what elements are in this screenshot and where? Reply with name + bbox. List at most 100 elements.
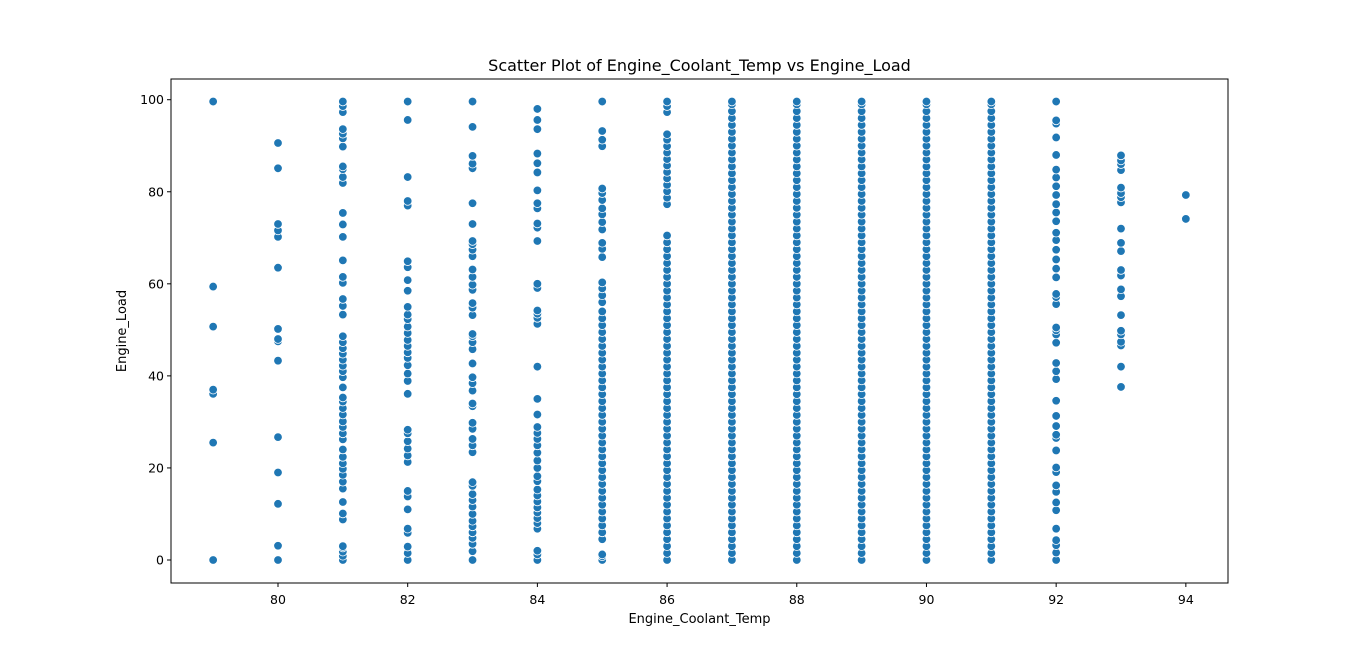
data-point — [402, 96, 413, 107]
data-point — [597, 252, 607, 262]
data-point — [467, 489, 478, 499]
data-point — [402, 286, 413, 296]
data-point — [402, 275, 413, 285]
data-point — [1051, 430, 1061, 440]
data-point — [532, 361, 543, 372]
data-point — [402, 425, 413, 435]
data-point — [467, 555, 478, 565]
data-point — [986, 96, 997, 107]
data-point — [338, 331, 348, 341]
y-axis-label: Engine_Load — [115, 290, 130, 372]
data-point — [467, 477, 478, 487]
data-point — [1116, 246, 1126, 256]
y-tick-label: 20 — [148, 460, 164, 475]
data-point — [1181, 214, 1191, 224]
data-point — [1051, 497, 1061, 508]
data-point — [1116, 182, 1126, 193]
data-point — [1051, 523, 1061, 534]
data-point — [1051, 263, 1061, 274]
data-point — [532, 158, 543, 168]
data-point — [273, 432, 283, 442]
y-tick-label: 100 — [140, 92, 164, 107]
data-point — [532, 279, 543, 289]
data-point — [1116, 382, 1126, 392]
data-point — [1116, 238, 1126, 248]
data-point — [402, 541, 413, 552]
x-tick-label: 80 — [270, 592, 286, 607]
data-point — [1116, 361, 1126, 372]
data-point — [467, 418, 478, 428]
data-point — [532, 455, 543, 466]
data-point — [338, 272, 348, 282]
data-point — [338, 219, 348, 230]
data-point — [273, 324, 283, 334]
x-tick-label: 86 — [659, 592, 675, 607]
data-point — [338, 309, 348, 320]
data-point — [273, 219, 283, 229]
data-point — [402, 256, 413, 266]
data-point — [338, 96, 348, 107]
data-point — [597, 277, 607, 288]
data-point — [273, 163, 283, 173]
data-point — [273, 334, 283, 344]
data-point — [273, 541, 283, 551]
y-axis-ticks: 0 20 40 60 80 100 — [140, 92, 171, 567]
data-point — [467, 434, 478, 444]
data-point — [338, 255, 348, 266]
data-point — [402, 172, 413, 182]
data-point — [1051, 272, 1061, 283]
data-point — [467, 280, 478, 290]
x-tick-label: 88 — [789, 592, 805, 607]
data-point — [597, 203, 607, 214]
y-tick-label: 60 — [148, 276, 164, 291]
data-point — [467, 298, 478, 308]
data-point — [532, 422, 543, 432]
plot-frame — [170, 78, 1229, 584]
data-point — [273, 138, 283, 148]
data-point — [1051, 254, 1061, 265]
data-point — [1051, 358, 1061, 368]
data-point — [467, 372, 478, 382]
data-point — [402, 523, 413, 534]
data-point — [1051, 216, 1061, 226]
data-point — [338, 161, 348, 172]
data-point — [338, 124, 348, 134]
data-point — [467, 236, 478, 246]
data-point — [338, 508, 348, 519]
data-point — [338, 497, 348, 507]
data-point — [1051, 445, 1061, 456]
data-point — [1051, 190, 1061, 200]
data-point — [467, 96, 478, 107]
data-point — [338, 444, 348, 455]
data-point — [1051, 396, 1061, 406]
data-point — [597, 96, 607, 107]
data-point — [208, 555, 218, 565]
data-point — [1116, 284, 1126, 295]
data-point — [208, 281, 218, 292]
data-point — [467, 398, 478, 409]
data-point — [597, 126, 607, 136]
x-tick-label: 90 — [919, 592, 935, 607]
data-point — [1051, 289, 1061, 299]
x-tick-label: 84 — [529, 592, 545, 607]
data-point — [1051, 322, 1061, 333]
data-point — [467, 198, 478, 208]
data-points — [208, 96, 1191, 565]
data-point — [532, 167, 543, 178]
data-point — [1051, 96, 1061, 107]
data-point — [1051, 199, 1061, 209]
data-point — [532, 471, 543, 481]
data-point — [532, 236, 543, 246]
data-point — [662, 129, 672, 139]
data-point — [1051, 505, 1061, 515]
data-point — [532, 104, 543, 114]
data-point — [338, 172, 348, 182]
x-axis-label: Engine_Coolant_Temp — [628, 612, 770, 627]
data-point — [1051, 338, 1061, 348]
data-point — [1051, 535, 1061, 545]
data-point — [208, 384, 218, 395]
data-point — [467, 151, 478, 161]
data-point — [1116, 150, 1126, 161]
